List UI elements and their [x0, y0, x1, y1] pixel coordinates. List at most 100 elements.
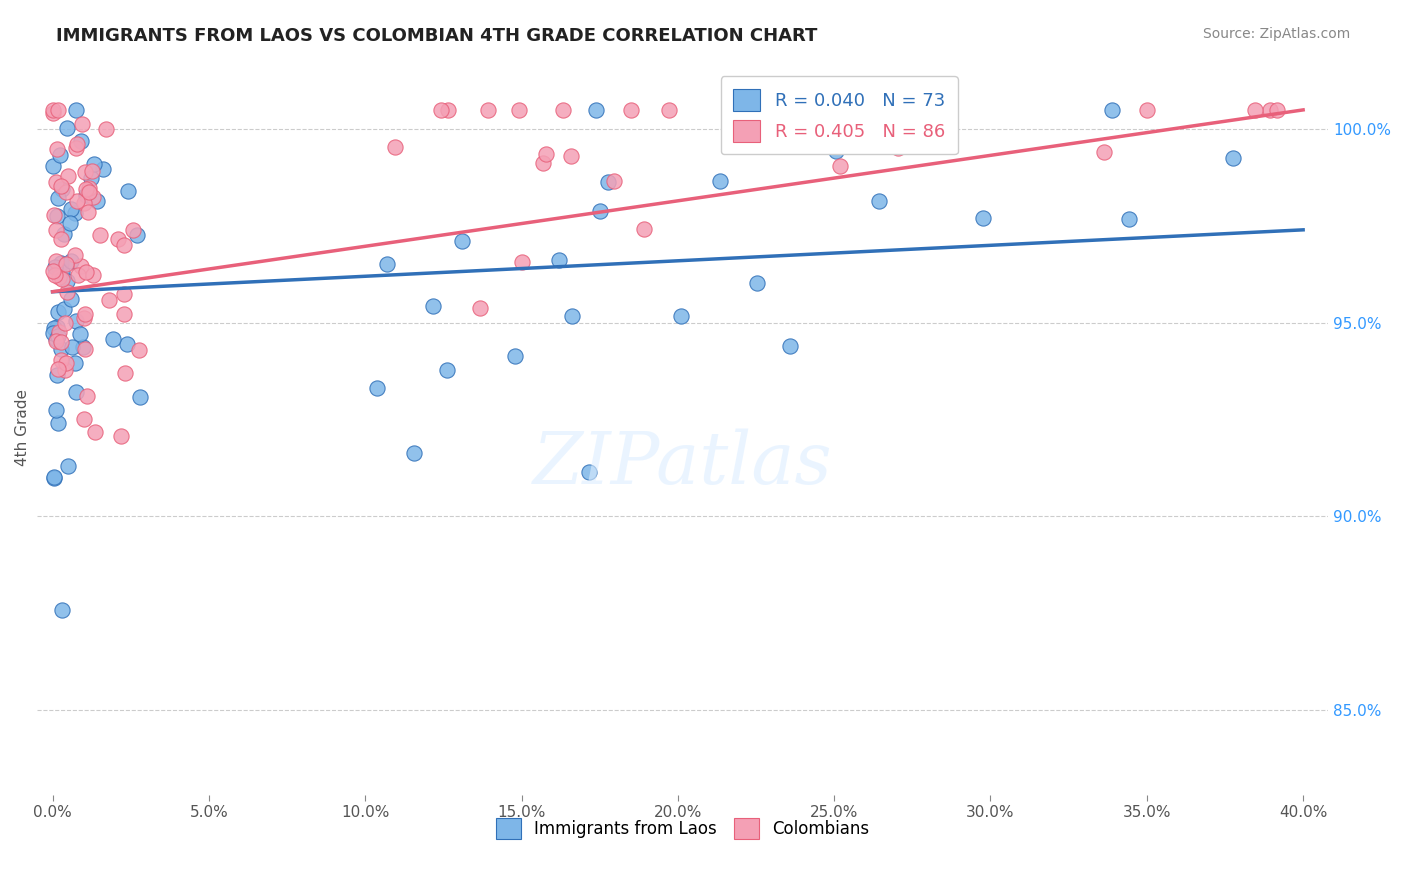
Point: [79, 186, 101, 200]
Point: [972, 211, 994, 226]
Point: [44, 175, 66, 189]
Point: [63, 355, 86, 369]
Point: [1136, 103, 1159, 117]
Point: [129, 390, 152, 404]
Point: [112, 238, 135, 252]
Point: [46, 191, 69, 205]
Point: [59, 216, 82, 230]
Point: [45, 402, 67, 417]
Point: [49, 335, 72, 350]
Point: [128, 343, 150, 357]
Point: [45, 253, 67, 268]
Point: [620, 103, 643, 117]
Point: [451, 234, 474, 248]
Point: [548, 252, 571, 267]
Point: [560, 149, 582, 163]
Point: [51, 265, 73, 279]
Point: [73, 164, 96, 178]
Point: [531, 156, 554, 170]
Point: [56, 169, 79, 183]
Point: [669, 309, 692, 323]
Point: [1092, 145, 1115, 159]
Point: [84, 425, 107, 439]
Point: [55, 121, 77, 136]
Point: [65, 103, 87, 117]
Point: [125, 227, 148, 242]
Point: [534, 147, 557, 161]
Point: [55, 356, 77, 370]
Point: [45, 319, 67, 334]
Point: [46, 416, 69, 430]
Point: [42, 103, 65, 117]
Point: [79, 181, 101, 195]
Point: [63, 248, 86, 262]
Point: [384, 140, 406, 154]
Point: [65, 194, 87, 209]
Point: [73, 311, 96, 326]
Point: [82, 189, 104, 203]
Point: [69, 260, 91, 274]
Legend: Immigrants from Laos, Colombians: Immigrants from Laos, Colombians: [489, 812, 876, 846]
Point: [44, 260, 66, 274]
Point: [51, 178, 73, 193]
Point: [55, 257, 77, 271]
Point: [60, 202, 83, 216]
Point: [117, 184, 139, 198]
Point: [839, 103, 862, 117]
Point: [59, 254, 82, 268]
Point: [366, 381, 388, 395]
Point: [42, 471, 65, 485]
Point: [73, 195, 96, 210]
Point: [45, 332, 67, 346]
Point: [91, 162, 114, 177]
Point: [51, 342, 73, 356]
Point: [585, 103, 607, 117]
Point: [633, 222, 655, 236]
Point: [122, 222, 145, 236]
Point: [77, 205, 100, 219]
Point: [45, 368, 67, 383]
Point: [65, 206, 87, 220]
Point: [46, 329, 69, 343]
Point: [46, 361, 69, 376]
Point: [1258, 103, 1281, 117]
Point: [48, 325, 70, 339]
Point: [46, 103, 69, 117]
Point: [437, 103, 460, 117]
Point: [709, 174, 731, 188]
Point: [1265, 103, 1288, 117]
Point: [42, 106, 65, 120]
Point: [65, 141, 87, 155]
Point: [503, 349, 526, 363]
Point: [42, 264, 65, 278]
Point: [42, 208, 65, 222]
Point: [75, 188, 97, 202]
Point: [60, 340, 83, 354]
Point: [76, 389, 98, 403]
Point: [887, 140, 910, 154]
Point: [66, 137, 89, 152]
Point: [742, 103, 765, 117]
Point: [508, 103, 530, 117]
Point: [658, 103, 681, 117]
Point: [65, 314, 87, 328]
Point: [42, 326, 65, 340]
Point: [115, 336, 138, 351]
Point: [422, 300, 444, 314]
Point: [42, 159, 65, 173]
Point: [89, 227, 111, 242]
Point: [82, 268, 104, 283]
Point: [45, 223, 67, 237]
Point: [80, 170, 103, 185]
Point: [86, 194, 108, 208]
Point: [477, 103, 499, 117]
Point: [75, 342, 97, 356]
Point: [1244, 103, 1267, 117]
Point: [55, 186, 77, 200]
Point: [779, 338, 801, 352]
Y-axis label: 4th Grade: 4th Grade: [15, 389, 30, 466]
Point: [404, 446, 426, 460]
Point: [551, 103, 574, 117]
Point: [94, 121, 117, 136]
Point: [46, 142, 69, 156]
